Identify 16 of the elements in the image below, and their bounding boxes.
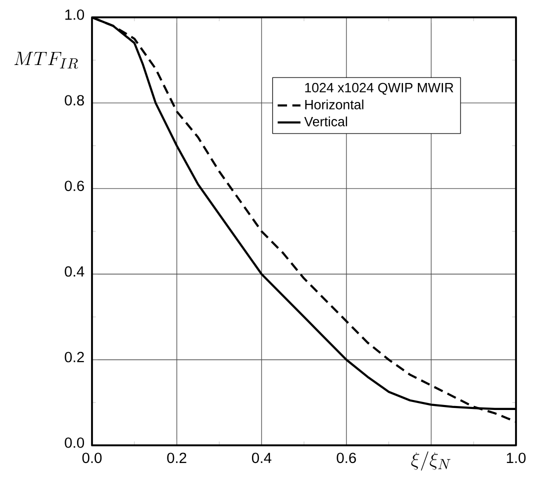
- y-tick-label: 0.6: [64, 180, 84, 192]
- x-tick-label: 1.0: [506, 452, 526, 464]
- y-tick-label: 1.0: [65, 9, 84, 20]
- legend-label: Horizontal: [305, 100, 364, 110]
- x-axis-title: $\xi/\xi_N$: [411, 451, 450, 471]
- legend-title: 1024 x1024 QWIP MWIR: [305, 82, 454, 95]
- x-tick-label: 0.2: [167, 452, 186, 464]
- y-tick-label: 0.2: [64, 352, 84, 362]
- x-tick-label: 0.4: [252, 452, 272, 464]
- legend-label: Vertical: [304, 116, 348, 126]
- y-tick-label: 0.0: [64, 437, 84, 448]
- y-tick-label: 0.8: [64, 95, 84, 106]
- y-axis-title: $MTF_{IR}$: [14, 52, 78, 69]
- x-tick-label: 0.6: [336, 452, 356, 464]
- y-tick-label: 0.4: [64, 266, 84, 277]
- x-tick-label: 0.0: [82, 452, 102, 464]
